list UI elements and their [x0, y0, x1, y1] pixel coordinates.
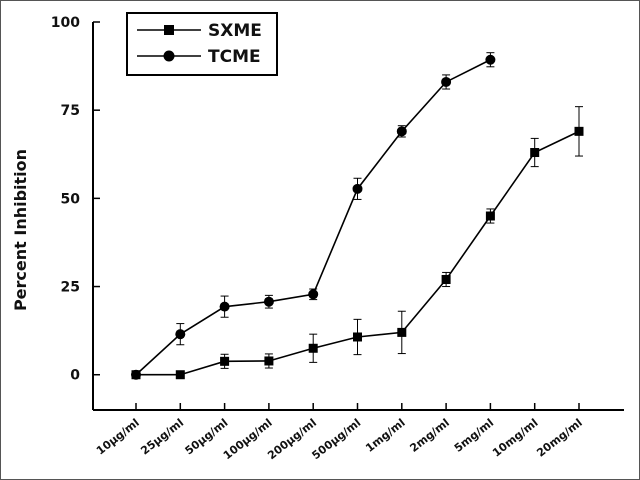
- data-point-tcme: [175, 329, 186, 340]
- data-point-sxme: [441, 274, 451, 284]
- data-point-sxme: [574, 126, 584, 136]
- legend-label-sxme: SXME: [208, 21, 262, 41]
- y-tick-label: 100: [51, 15, 80, 31]
- y-tick-label: 50: [61, 191, 81, 207]
- data-point-sxme: [397, 327, 407, 337]
- data-point-tcme: [131, 369, 141, 380]
- data-point-tcme: [396, 126, 407, 137]
- x-tick-label: 500μg/ml: [309, 416, 363, 462]
- x-tick-label: 25μg/ml: [138, 416, 186, 457]
- x-tick-label: 10mg/ml: [490, 416, 540, 459]
- series-tcme: [131, 52, 496, 380]
- series-line-tcme: [135, 59, 491, 376]
- y-ticks: 0 25 50 75 100: [51, 15, 100, 384]
- legend-box: [126, 12, 278, 76]
- data-point-tcme: [219, 301, 230, 312]
- data-point-tcme: [308, 289, 319, 300]
- data-point-sxme: [264, 356, 274, 366]
- axes: [92, 22, 624, 411]
- x-tick-label: 10μg/ml: [94, 416, 142, 457]
- y-tick-label: 25: [61, 280, 80, 296]
- legend-label-tcme: TCME: [208, 47, 261, 67]
- data-point-sxme: [175, 370, 185, 380]
- y-axis-label: Percent Inhibition: [11, 149, 30, 311]
- data-point-sxme: [530, 148, 540, 158]
- data-point-sxme: [220, 356, 230, 366]
- data-point-tcme: [263, 296, 274, 307]
- x-tick-label: 1mg/ml: [363, 416, 407, 455]
- series-sxme: [131, 106, 584, 380]
- x-tick-label: 20mg/ml: [534, 416, 584, 459]
- series-layer: [131, 52, 584, 380]
- legend: SXME TCME: [126, 12, 278, 76]
- legend-marker-sxme: [164, 25, 174, 35]
- data-point-tcme: [441, 76, 452, 87]
- data-point-sxme: [353, 332, 362, 342]
- data-point-sxme: [308, 343, 318, 353]
- x-tick-label: 2mg/ml: [407, 416, 451, 455]
- legend-marker-tcme: [163, 50, 175, 62]
- y-tick-label: 75: [61, 103, 80, 119]
- x-ticks: 10μg/ml25μg/ml50μg/ml100μg/ml200μg/ml500…: [94, 403, 585, 462]
- data-point-tcme: [485, 54, 496, 65]
- y-tick-label: 0: [70, 368, 80, 384]
- data-point-tcme: [352, 183, 363, 194]
- data-point-sxme: [485, 211, 495, 221]
